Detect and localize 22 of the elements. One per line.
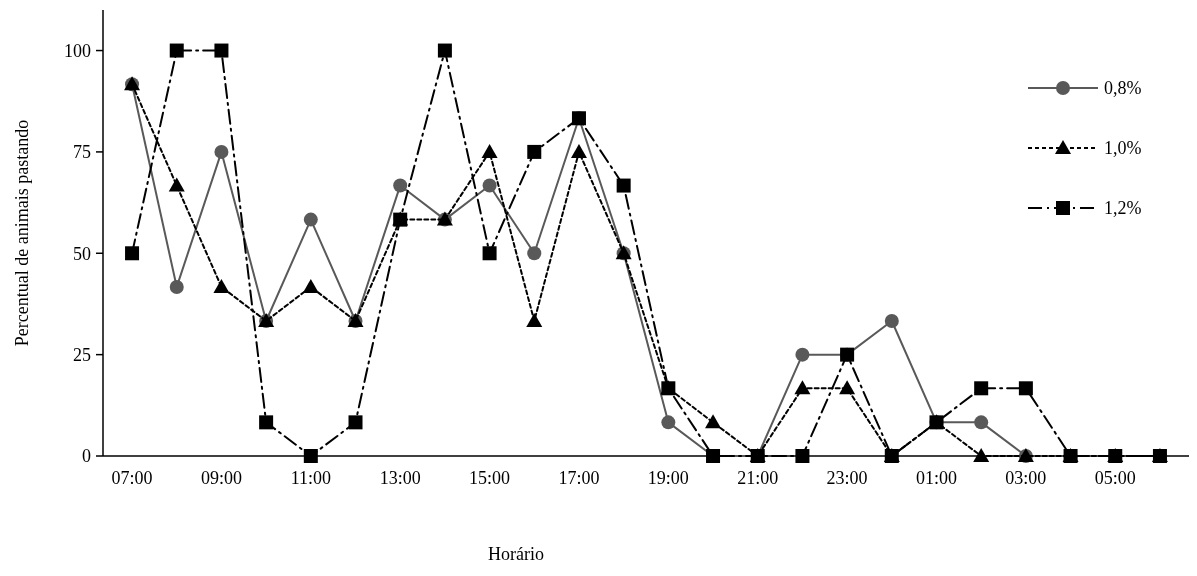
y-tick-label: 100 [64, 40, 91, 61]
x-tick-label: 21:00 [737, 468, 779, 488]
x-tick-label: 05:00 [1094, 468, 1136, 488]
y-tick-label: 75 [73, 142, 91, 163]
x-axis-title: Horário [488, 544, 544, 564]
legend-label: 1,2% [1104, 198, 1142, 219]
x-tick-label: 11:00 [290, 468, 331, 488]
x-tick-label: 19:00 [647, 468, 689, 488]
x-tick-label: 09:00 [200, 468, 242, 488]
x-tick-label: 13:00 [379, 468, 421, 488]
x-tick-label: 01:00 [915, 468, 957, 488]
y-tick-label: 50 [73, 243, 91, 264]
x-tick-label: 23:00 [826, 468, 868, 488]
legend-label: 0,8% [1104, 78, 1142, 99]
y-tick-label: 0 [82, 446, 91, 467]
x-tick-label: 15:00 [469, 468, 511, 488]
y-axis-title: Percentual de animais pastando [12, 119, 32, 347]
legend-label: 1,0% [1104, 138, 1142, 159]
x-tick-label: 03:00 [1005, 468, 1047, 488]
x-tick-label: 17:00 [558, 468, 600, 488]
x-tick-label: 07:00 [111, 468, 153, 488]
y-tick-label: 25 [73, 344, 91, 365]
